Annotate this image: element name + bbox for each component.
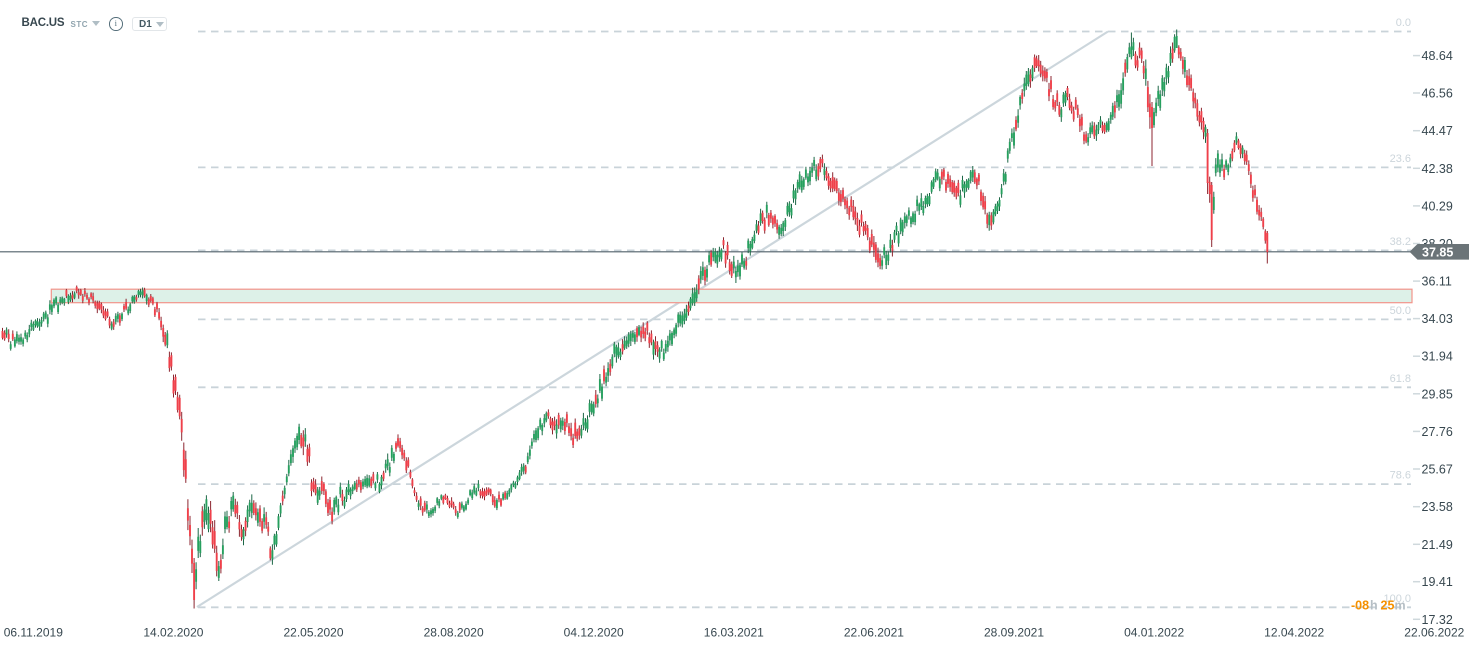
svg-text:40.29: 40.29 <box>1422 199 1453 213</box>
svg-text:100.0: 100.0 <box>1383 593 1411 605</box>
svg-text:23.6: 23.6 <box>1390 153 1411 165</box>
svg-text:04.01.2022: 04.01.2022 <box>1124 626 1184 640</box>
svg-text:m: m <box>1395 599 1406 613</box>
svg-text:04.12.2020: 04.12.2020 <box>564 626 624 640</box>
svg-text:37.85: 37.85 <box>1422 245 1453 259</box>
svg-text:0.0: 0.0 <box>1396 17 1411 29</box>
svg-text:46.56: 46.56 <box>1422 87 1453 101</box>
svg-text:22.06.2022: 22.06.2022 <box>1404 626 1464 640</box>
svg-text:-08: -08 <box>1351 599 1369 613</box>
svg-text:42.38: 42.38 <box>1422 162 1453 176</box>
svg-text:27.76: 27.76 <box>1422 425 1453 439</box>
svg-text:14.02.2020: 14.02.2020 <box>143 626 203 640</box>
svg-text:61.8: 61.8 <box>1390 373 1411 385</box>
svg-text:29.85: 29.85 <box>1422 387 1453 401</box>
svg-text:34.03: 34.03 <box>1422 312 1453 326</box>
svg-text:19.41: 19.41 <box>1422 575 1453 589</box>
svg-text:25.67: 25.67 <box>1422 463 1453 477</box>
svg-text:23.58: 23.58 <box>1422 500 1453 514</box>
svg-text:12.04.2022: 12.04.2022 <box>1264 626 1324 640</box>
svg-text:22.06.2021: 22.06.2021 <box>844 626 904 640</box>
svg-text:50.0: 50.0 <box>1390 305 1411 317</box>
svg-text:25: 25 <box>1381 599 1395 613</box>
svg-text:44.47: 44.47 <box>1422 124 1453 138</box>
svg-text:h: h <box>1370 599 1378 613</box>
svg-text:28.09.2021: 28.09.2021 <box>984 626 1044 640</box>
svg-text:31.94: 31.94 <box>1422 350 1453 364</box>
svg-text:28.08.2020: 28.08.2020 <box>424 626 484 640</box>
svg-text:21.49: 21.49 <box>1422 538 1453 552</box>
svg-text:48.64: 48.64 <box>1422 49 1453 63</box>
svg-text:78.6: 78.6 <box>1390 470 1411 482</box>
svg-text:06.11.2019: 06.11.2019 <box>4 626 63 640</box>
svg-text:38.2: 38.2 <box>1390 236 1411 248</box>
svg-text:17.32: 17.32 <box>1422 613 1453 627</box>
svg-text:22.05.2020: 22.05.2020 <box>283 626 343 640</box>
svg-text:16.03.2021: 16.03.2021 <box>704 626 764 640</box>
svg-text:36.11: 36.11 <box>1422 275 1452 289</box>
